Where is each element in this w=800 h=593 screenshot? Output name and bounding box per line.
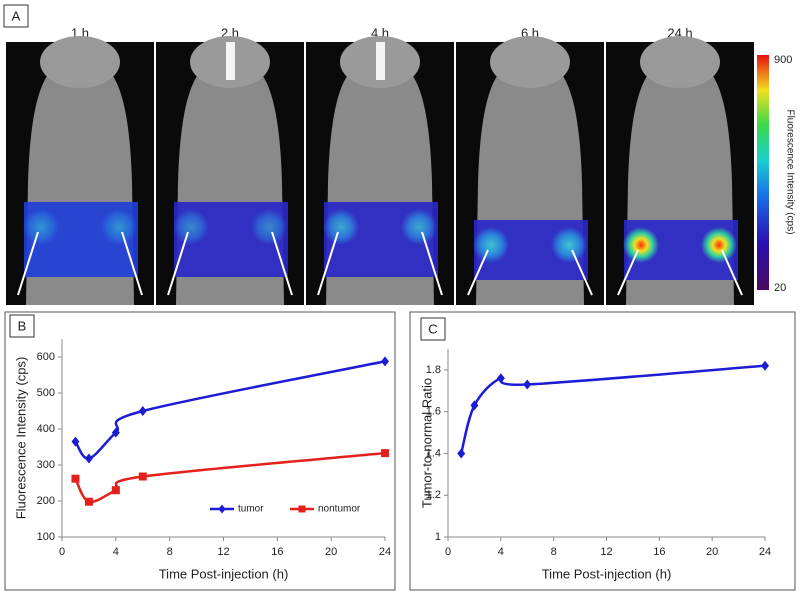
hotspot xyxy=(251,209,287,245)
legend-label: nontumor xyxy=(318,504,361,515)
x-tick-label: 0 xyxy=(445,546,451,558)
marker xyxy=(381,356,389,367)
marker xyxy=(71,436,80,447)
x-axis-title: Time Post-injection (h) xyxy=(542,566,672,581)
arrow xyxy=(167,231,189,296)
y-tick-label: 1.4 xyxy=(426,447,441,459)
hotspot xyxy=(473,227,509,263)
hotspot xyxy=(551,227,587,263)
x-tick-label: 20 xyxy=(706,546,718,558)
marker xyxy=(523,379,532,390)
x-tick-label: 8 xyxy=(551,546,557,558)
marker xyxy=(761,360,769,371)
y-tick-label: 1.8 xyxy=(426,364,441,376)
hotspot xyxy=(323,209,359,245)
colorbar-title: Fluorescence Intensity (cps) xyxy=(784,109,795,234)
y-axis-title: Tumor-to-normal Ratio xyxy=(419,378,434,508)
marker xyxy=(470,400,479,411)
panel-label: A xyxy=(12,8,21,23)
x-tick-label: 12 xyxy=(600,546,612,558)
y-tick-label: 100 xyxy=(37,531,55,543)
y-tick-label: 1.2 xyxy=(426,489,441,501)
arrow xyxy=(121,231,143,296)
marker xyxy=(298,505,306,513)
marker xyxy=(496,373,505,384)
mouse-head xyxy=(40,36,120,88)
x-tick-label: 8 xyxy=(167,546,173,558)
marker xyxy=(138,406,147,416)
panel-label-box xyxy=(420,317,446,341)
mouse-head xyxy=(490,36,570,88)
arrow xyxy=(317,231,339,296)
arrow xyxy=(617,249,639,296)
marker xyxy=(457,448,466,459)
mouse-head xyxy=(640,36,720,88)
y-tick-label: 1.6 xyxy=(426,406,441,418)
hotspot xyxy=(173,209,209,245)
hotspot xyxy=(101,209,137,245)
arrow xyxy=(271,231,293,296)
y-tick-label: 1 xyxy=(435,531,441,543)
y-tick-label: 500 xyxy=(37,387,55,399)
arrow xyxy=(467,249,489,296)
arrow xyxy=(721,249,743,296)
legend-label: tumor xyxy=(238,504,264,515)
panel-label-box xyxy=(3,4,29,28)
marker xyxy=(84,497,93,506)
x-tick-label: 16 xyxy=(271,546,283,558)
marker xyxy=(84,453,93,464)
y-tick-label: 200 xyxy=(37,495,55,507)
x-tick-label: 24 xyxy=(379,546,391,558)
x-tick-label: 0 xyxy=(59,546,65,558)
panel-b-frame xyxy=(4,311,396,591)
hotspot xyxy=(23,209,59,245)
colorbar xyxy=(757,55,769,290)
x-tick-label: 4 xyxy=(113,546,119,558)
marker xyxy=(138,472,147,481)
panel-label: C xyxy=(428,321,437,336)
tag xyxy=(226,42,235,80)
colorbar-min: 20 xyxy=(774,282,786,294)
series-line xyxy=(74,451,386,504)
x-tick-label: 4 xyxy=(498,546,504,558)
arrow xyxy=(571,249,593,296)
x-tick-label: 12 xyxy=(217,546,229,558)
arrow xyxy=(421,231,443,296)
marker xyxy=(111,427,120,438)
y-tick-label: 300 xyxy=(37,459,55,471)
x-axis-title: Time Post-injection (h) xyxy=(159,566,289,581)
marker xyxy=(111,486,120,495)
y-axis-title: Fluorescence Intensity (cps) xyxy=(13,357,28,520)
x-tick-label: 24 xyxy=(759,546,771,558)
panel-c-frame xyxy=(409,311,796,591)
series-line xyxy=(459,364,766,454)
tag xyxy=(376,42,385,80)
panel-label-box xyxy=(9,314,35,338)
y-tick-label: 400 xyxy=(37,423,55,435)
y-tick-label: 600 xyxy=(37,351,55,363)
hotspot xyxy=(401,209,437,245)
marker xyxy=(218,504,226,514)
colorbar-max: 900 xyxy=(774,54,792,66)
x-tick-label: 16 xyxy=(653,546,665,558)
x-tick-label: 20 xyxy=(325,546,337,558)
hotspot xyxy=(701,227,737,263)
panel-label: B xyxy=(18,318,27,333)
arrow xyxy=(17,231,39,296)
marker xyxy=(71,474,80,483)
series-line xyxy=(74,360,386,460)
hotspot xyxy=(623,227,659,263)
marker xyxy=(381,449,389,458)
